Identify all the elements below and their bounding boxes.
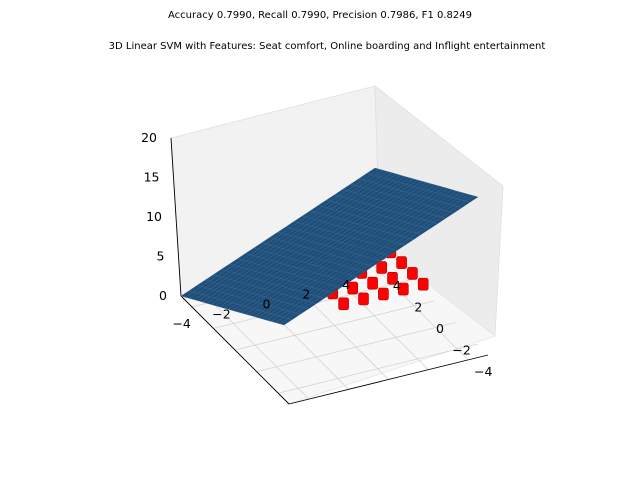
z-tick-label: 15 xyxy=(144,170,160,185)
x-tick-label: 2 xyxy=(414,299,422,314)
y-axis-line xyxy=(180,295,290,405)
scatter-point xyxy=(407,267,418,280)
x-tick-label: 4 xyxy=(393,278,401,293)
scatter-point xyxy=(376,261,388,274)
x-tick-label: −2 xyxy=(452,343,470,358)
z-tick-label: 5 xyxy=(157,249,165,264)
scatter-point xyxy=(378,287,389,301)
x-tick-label: −4 xyxy=(474,364,492,379)
metrics-line: Accuracy 0.7990, Recall 0.7990, Precisio… xyxy=(168,10,472,21)
scatter-point xyxy=(358,292,369,306)
scatter-point xyxy=(397,282,409,296)
axis-lines xyxy=(170,137,489,405)
z-axis-line xyxy=(170,137,182,297)
scatter-point xyxy=(396,256,407,269)
y-tick-label: 0 xyxy=(263,297,271,312)
surface-patch xyxy=(366,167,380,175)
x-tick-label: 0 xyxy=(436,321,444,336)
decision-surface xyxy=(180,167,479,326)
scatter-point xyxy=(338,297,349,311)
y-tick-label: −4 xyxy=(172,316,190,331)
y-tick-label: 2 xyxy=(302,287,310,302)
z-tick-label: 10 xyxy=(146,209,162,224)
z-tick-label: 20 xyxy=(141,130,157,145)
y-tick-label: 4 xyxy=(342,277,350,292)
scatter-point xyxy=(367,276,378,290)
z-tick-label: 0 xyxy=(159,288,167,303)
scatter-point xyxy=(387,271,398,285)
scatter-point xyxy=(417,277,429,291)
chart-title: 3D Linear SVM with Features: Seat comfor… xyxy=(109,41,546,52)
x-axis-line xyxy=(288,354,489,405)
scatter-point xyxy=(347,281,359,295)
y-tick-label: −2 xyxy=(212,306,230,321)
